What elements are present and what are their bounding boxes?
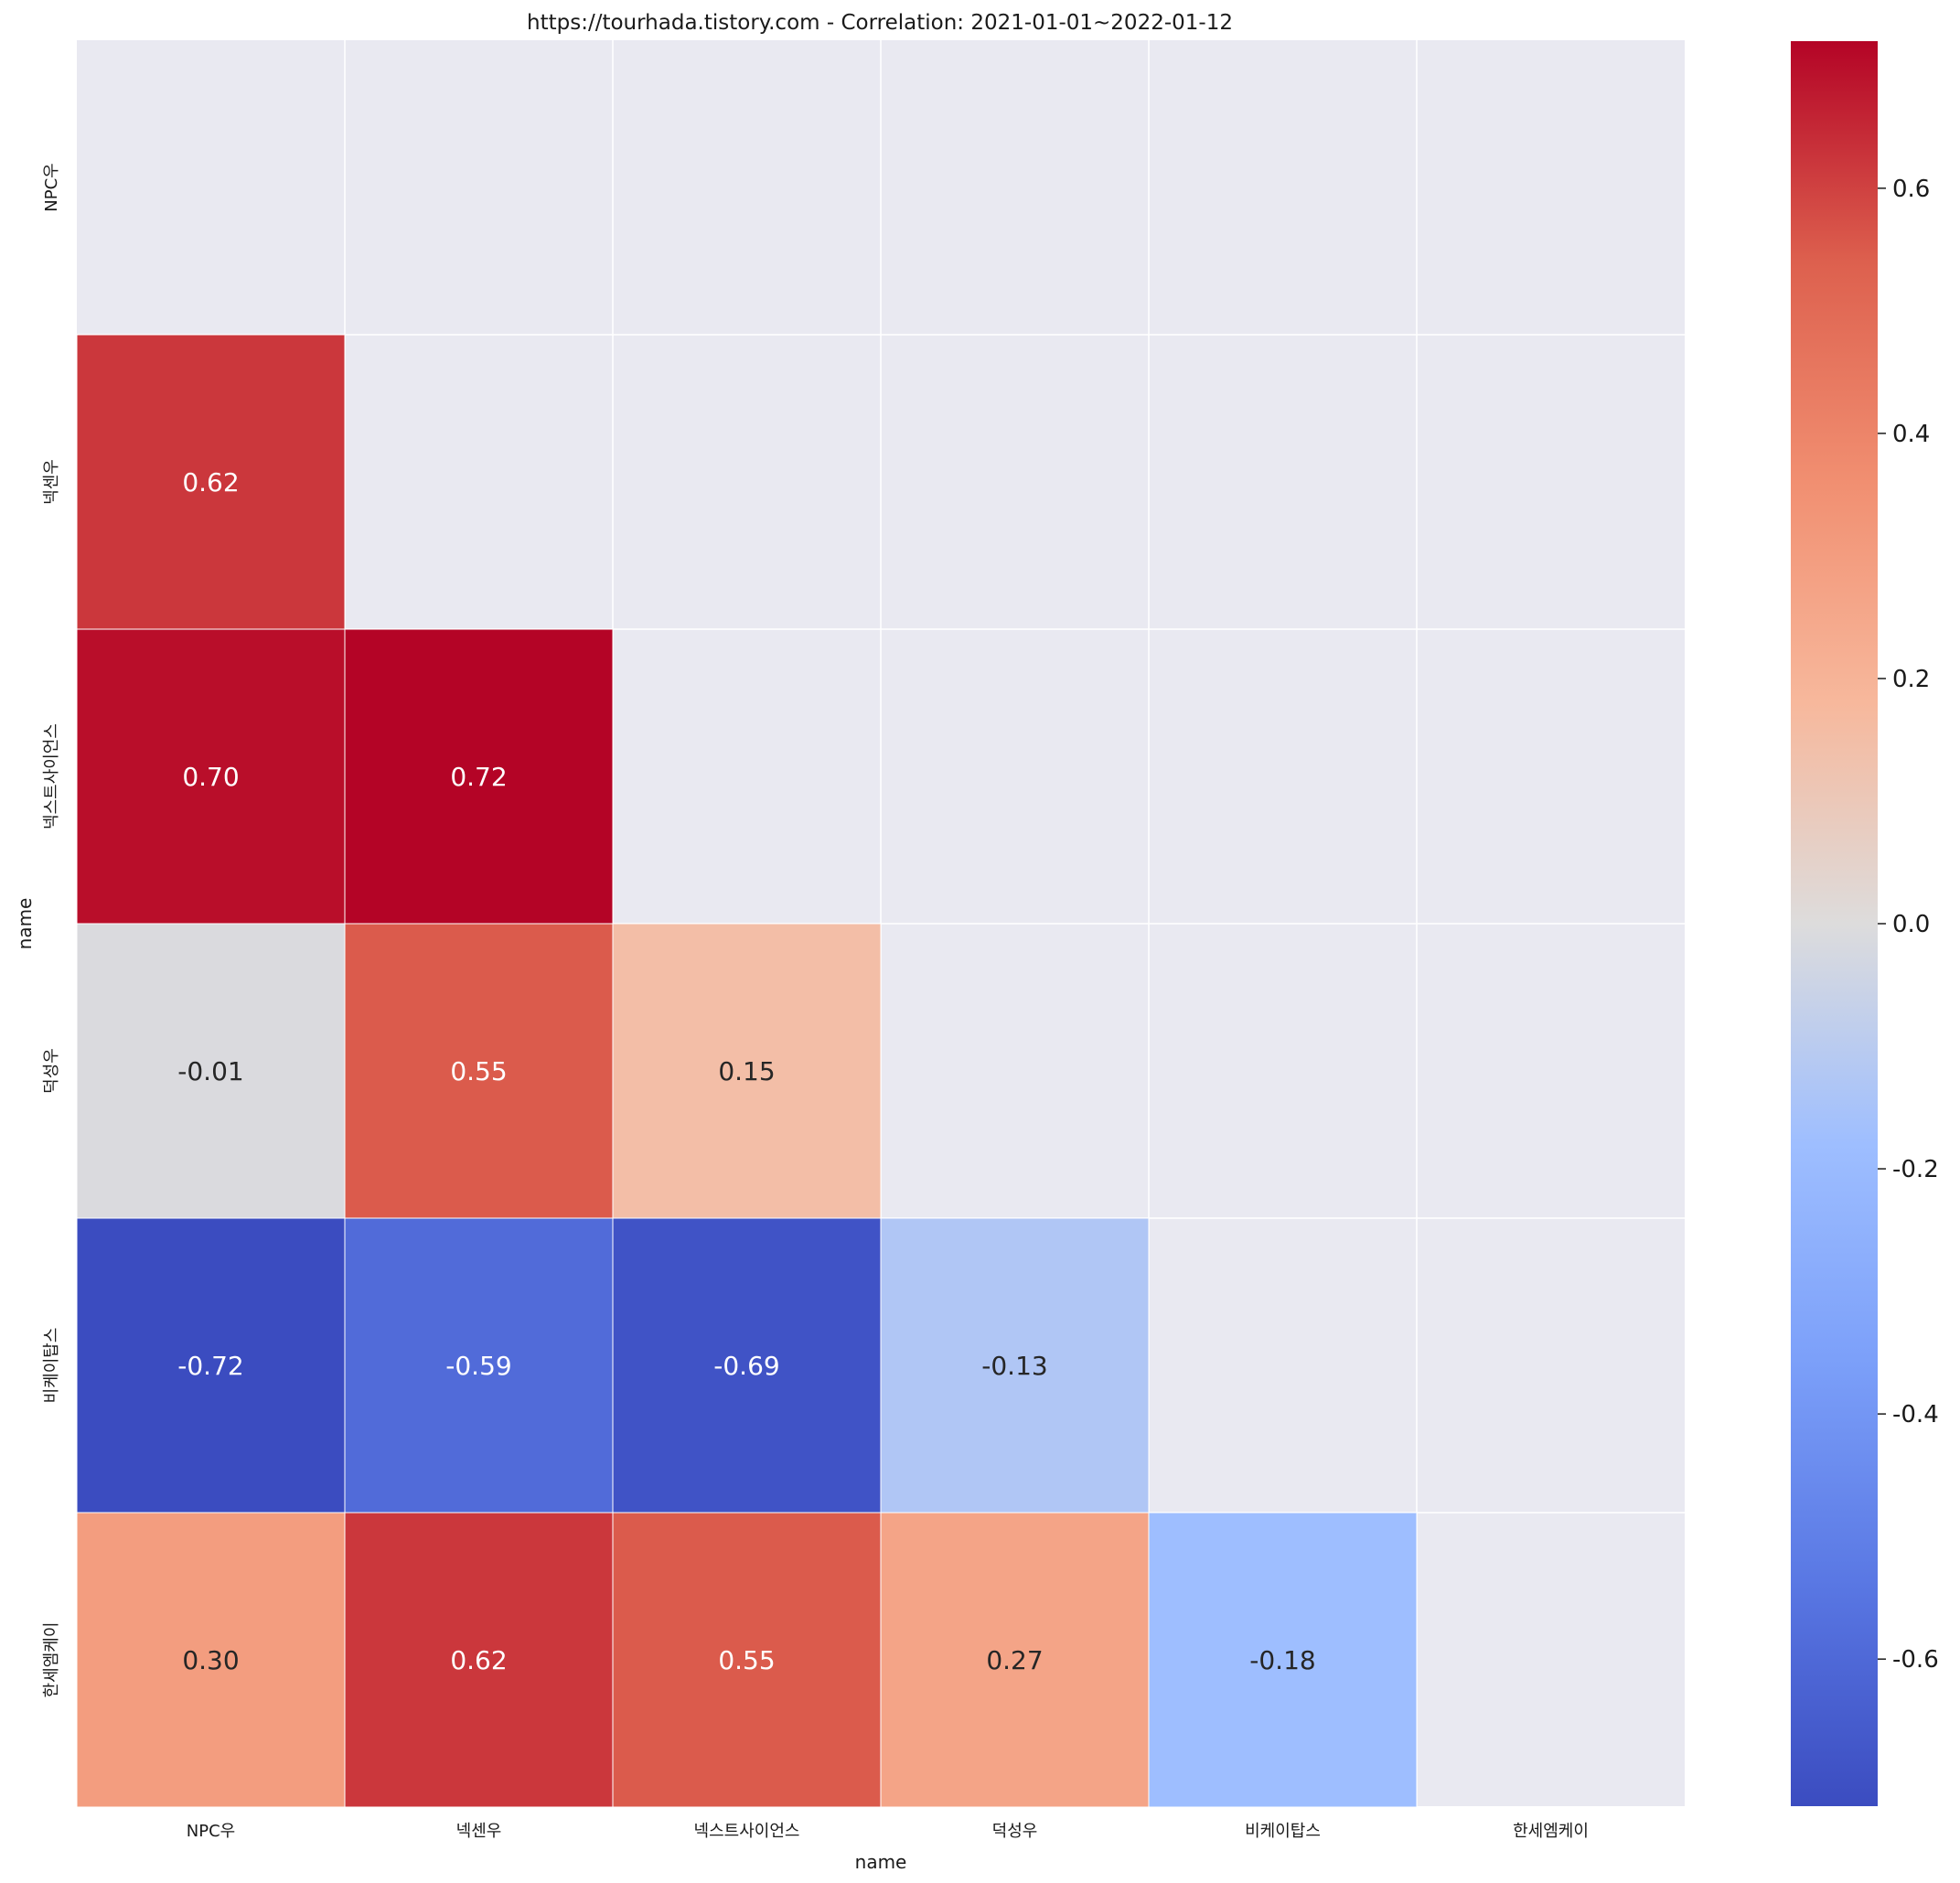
cell-annotation: 0.55 [718,1645,775,1675]
y-tick-label: 넥스트사이언스 [42,723,61,829]
y-tick-label: 한세엠케이 [42,1622,61,1698]
colorbar-tick-label: 0.6 [1892,176,1930,203]
cell-annotations: 0.62 0.70 0.72 -0.01 0.55 0.15 -0.72 -0.59 -0.69… [177,467,1315,1675]
heatmap-cell [344,628,614,925]
x-tick-label: 한세엠케이 [1513,1822,1589,1841]
x-tick-label: 덕성우 [992,1822,1038,1841]
cell-annotation: 0.70 [182,762,239,792]
cell-annotation: 0.62 [450,1645,507,1675]
cell-annotation: -0.13 [981,1351,1047,1381]
cell-annotation: 0.30 [182,1645,239,1675]
heatmap-cell [880,1217,1150,1514]
heatmap-cell [344,1512,614,1808]
cell-annotation: -0.69 [713,1351,779,1381]
heatmap-cell [76,1217,346,1514]
cell-annotation: 0.15 [718,1056,775,1086]
heatmap-cell [76,1512,346,1808]
heatmap-cell [880,1512,1150,1808]
colorbar-tick-label: -0.6 [1892,1646,1939,1674]
cell-annotation: 0.72 [450,762,507,792]
x-axis-label: name [855,1851,907,1873]
chart-title: https://tourhada.tistory.com - Correlati… [527,11,1233,35]
heatmap-cell [76,923,346,1219]
heatmap-cells [76,334,1418,1808]
heatmap-cell [344,923,614,1219]
heatmap-cell [1148,1512,1418,1808]
y-tick-label: 비케이탑스 [42,1328,61,1404]
colorbar [1791,41,1878,1806]
cell-annotation: 0.55 [450,1056,507,1086]
heatmap-cell [76,334,346,630]
colorbar-tick-label: 0.2 [1892,666,1930,693]
y-tick-label: 덕성우 [42,1048,61,1094]
x-tick-label: 넥센우 [456,1822,502,1841]
cell-annotation: -0.72 [177,1351,243,1381]
cell-annotation: -0.59 [445,1351,511,1381]
x-tick-label: NPC우 [187,1822,235,1841]
y-axis-label: name [14,898,36,950]
colorbar-tick-label: -0.2 [1892,1156,1939,1183]
colorbar-tick-label: 0.0 [1892,911,1930,938]
colorbar-tick-label: -0.4 [1892,1401,1939,1428]
cell-annotation: 0.62 [182,467,239,497]
cell-annotation: -0.01 [177,1056,243,1086]
y-tick-label: NPC우 [42,163,61,211]
cell-annotation: -0.18 [1249,1645,1315,1675]
heatmap-cell [76,628,346,925]
colorbar-ticks: 0.6 0.4 0.2 0.0 -0.2 -0.4 -0.6 [1878,176,1939,1674]
colorbar-tick-label: 0.4 [1892,421,1930,448]
y-tick-label: 넥센우 [42,459,61,505]
heatmap-cell [612,1512,882,1808]
x-tick-label: 비케이탑스 [1245,1822,1321,1841]
cell-annotation: 0.27 [986,1645,1043,1675]
heatmap-cell [612,1217,882,1514]
x-tick-labels: NPC우 넥센우 넥스트사이언스 덕성우 비케이탑스 한세엠케이 [187,1822,1589,1841]
x-tick-label: 넥스트사이언스 [694,1822,800,1841]
